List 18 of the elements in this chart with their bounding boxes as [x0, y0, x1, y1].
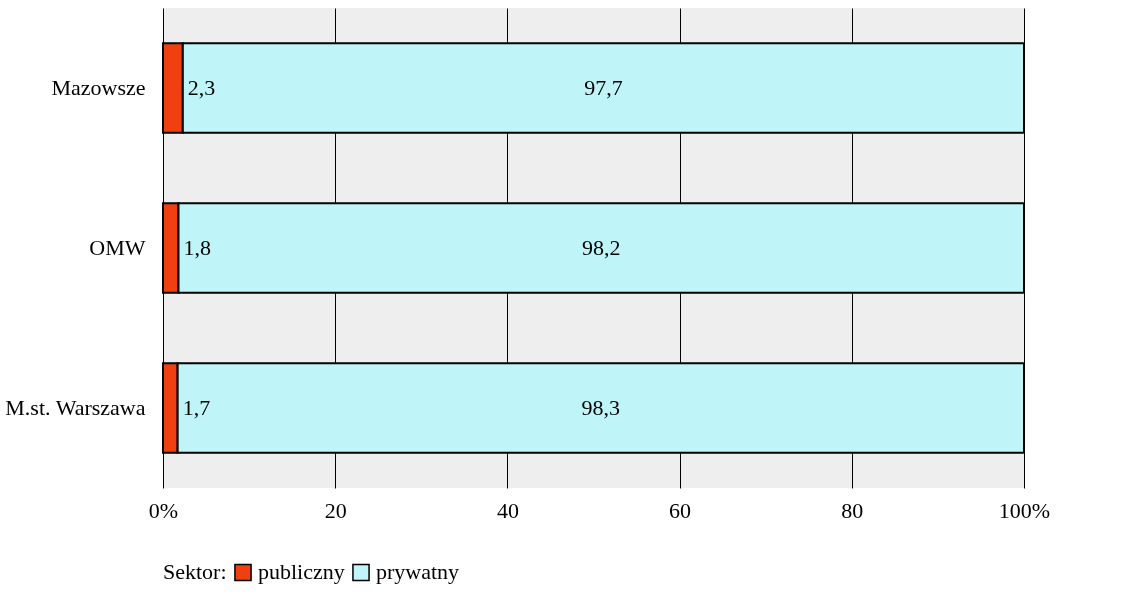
x-tick-label: 20 — [324, 497, 347, 523]
legend-label: publiczny — [258, 559, 345, 585]
legend-title: Sektor: — [163, 559, 227, 584]
data-label: 98,3 — [581, 395, 621, 420]
legend-label: prywatny — [376, 559, 460, 585]
y-tick-label: M.st. Warszawa — [5, 395, 146, 420]
x-tick-label: 80 — [841, 497, 864, 523]
y-tick-label: Mazowsze — [51, 75, 146, 100]
data-label: 1,8 — [183, 235, 211, 260]
x-tick-label: 0% — [148, 497, 179, 523]
data-label: 1,7 — [182, 395, 211, 420]
data-label: 98,2 — [582, 235, 621, 260]
x-tick-label: 100% — [998, 497, 1051, 523]
x-tick-label: 40 — [496, 497, 519, 523]
y-tick-label: OMW — [89, 235, 146, 260]
data-label: 2,3 — [187, 75, 216, 100]
x-tick-label: 60 — [669, 497, 692, 523]
data-label: 97,7 — [584, 75, 623, 100]
